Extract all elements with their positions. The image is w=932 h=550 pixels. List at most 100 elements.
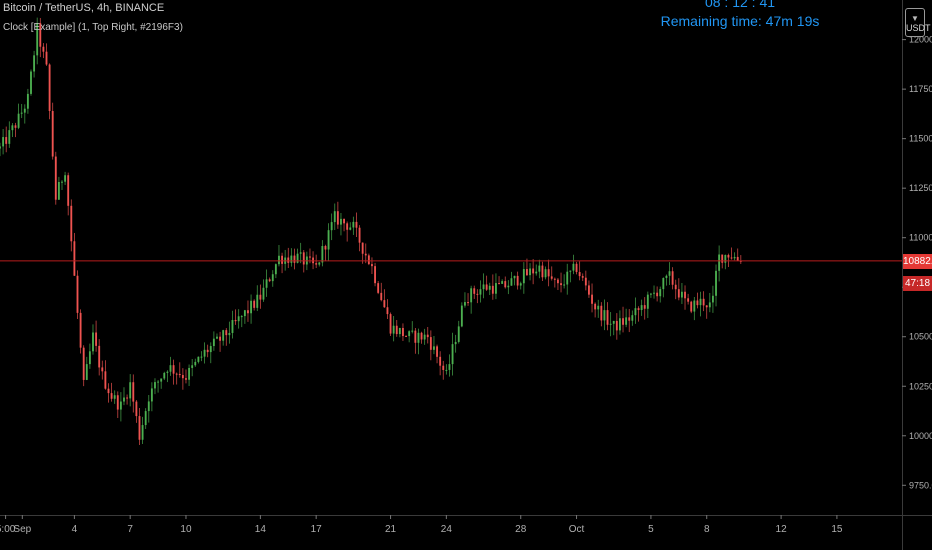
candle-body <box>39 23 42 47</box>
clock-widget: 08 : 12 : 41 Remaining time: 47m 19s <box>640 0 840 31</box>
candle-body <box>234 320 237 322</box>
candle-body <box>144 411 147 426</box>
candle-body <box>64 175 67 182</box>
candle-body <box>119 401 122 410</box>
candle-body <box>243 310 246 317</box>
candle-body <box>113 395 116 399</box>
candle-body <box>45 51 48 65</box>
candle-body <box>572 263 575 271</box>
candle-body <box>290 255 293 263</box>
candle-body <box>197 356 200 362</box>
candle-body <box>116 395 119 410</box>
candle-body <box>470 288 473 303</box>
clock-time: 08 : 12 : 41 <box>704 0 776 10</box>
candle-body <box>736 256 739 261</box>
candle-body <box>101 367 104 372</box>
candle-body <box>367 255 370 265</box>
candle-body <box>67 175 70 206</box>
y-tick-label: 12000.00 <box>909 35 932 45</box>
candle-body <box>485 284 488 290</box>
candle-body <box>408 331 411 337</box>
candle-body <box>327 230 330 250</box>
candle-body <box>138 416 141 440</box>
candle-body <box>448 364 451 370</box>
x-tick-label: 7 <box>127 524 133 535</box>
symbol-title: Bitcoin / TetherUS, 4h, BINANCE <box>3 2 165 14</box>
x-tick-label: Sep <box>13 524 31 535</box>
candle-body <box>581 276 584 278</box>
candle-body <box>107 388 110 394</box>
candle-body <box>377 283 380 293</box>
candle-body <box>606 310 609 325</box>
candle-body <box>178 373 181 376</box>
candle-body <box>287 257 290 263</box>
candle-body <box>212 338 215 347</box>
candle-body <box>349 227 352 230</box>
candle-body <box>256 294 259 308</box>
candle-body <box>33 55 36 72</box>
candle-body <box>495 283 497 294</box>
candle-body <box>85 364 88 380</box>
candle-body <box>30 71 32 94</box>
candle-body <box>250 300 253 314</box>
candle-body <box>513 275 516 279</box>
candle-body <box>154 382 156 389</box>
candle-body <box>383 300 386 308</box>
candle-body <box>281 255 283 264</box>
candle-body <box>510 278 513 286</box>
candle-body <box>569 270 572 272</box>
x-tick-label: 12 <box>776 524 788 535</box>
candle-body <box>560 283 562 286</box>
candle-body <box>653 292 655 294</box>
candle-body <box>361 242 364 254</box>
candle-body <box>690 301 693 312</box>
candle-body <box>141 425 144 440</box>
currency-scale-button[interactable]: ▼ USDT <box>905 8 931 37</box>
candle-body <box>219 336 222 341</box>
candle-body <box>597 305 600 310</box>
candle-body <box>532 268 535 274</box>
candle-body <box>473 288 476 294</box>
y-tick-label: 11750.00 <box>909 84 932 94</box>
candle-body <box>507 285 510 288</box>
indicator-label[interactable]: Clock [Example] (1, Top Right, #2196F3) <box>3 22 183 33</box>
candle-body <box>296 253 299 263</box>
candle-body <box>371 264 373 267</box>
candle-body <box>61 181 63 183</box>
candle-body <box>491 285 494 294</box>
candle-body <box>302 252 305 265</box>
candle-body <box>333 211 336 223</box>
candle-body <box>721 254 724 263</box>
candle-body <box>150 388 153 402</box>
candle-body <box>42 46 45 52</box>
candle-body <box>423 334 426 340</box>
candle-body <box>355 221 358 228</box>
candle-body <box>160 378 163 382</box>
candle-body <box>181 375 184 379</box>
candle-body <box>318 262 321 265</box>
candle-body <box>715 270 717 296</box>
candle-body <box>687 298 690 302</box>
candle-body <box>662 278 665 290</box>
candle-body <box>343 218 345 224</box>
candle-body <box>646 294 649 309</box>
candle-body <box>464 302 466 306</box>
x-tick-label: 8 <box>704 524 710 535</box>
candle-body <box>110 393 113 399</box>
candle-body <box>628 317 631 321</box>
candle-body <box>693 300 696 312</box>
candle-body <box>392 325 395 334</box>
y-tick-label: 9750.00 <box>909 480 932 490</box>
candle-body <box>501 281 504 284</box>
candle-body <box>36 23 39 56</box>
candle-body <box>498 283 500 285</box>
candle-body <box>228 332 231 336</box>
candle-body <box>702 298 705 306</box>
candle-body <box>104 371 107 389</box>
candle-body <box>293 255 296 263</box>
candle-body <box>575 263 578 273</box>
candle-body <box>157 381 160 383</box>
